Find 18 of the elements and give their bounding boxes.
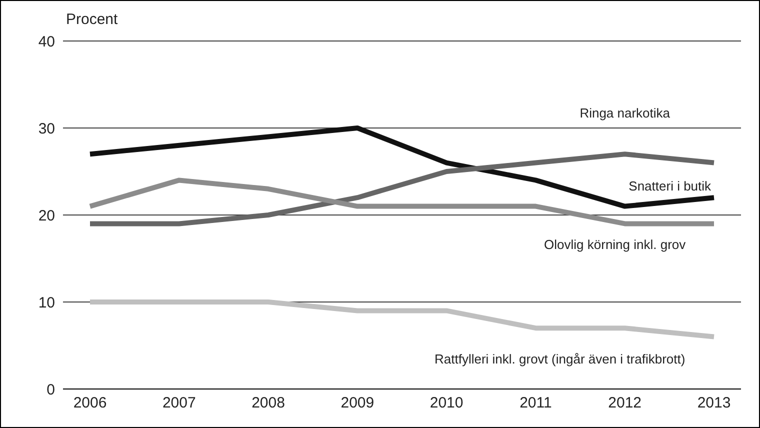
y-tick-label: 40 [38, 33, 55, 50]
x-tick-label: 2010 [430, 394, 464, 412]
x-tick-label: 2011 [520, 394, 552, 412]
x-tick-label: 2007 [162, 394, 196, 412]
y-tick-label: 0 [46, 381, 55, 398]
series-label: Rattfylleri inkl. grovt (ingår även i trafikbrott) [434, 352, 686, 367]
x-tick-label: 2009 [340, 394, 374, 412]
y-tick-label: 10 [38, 294, 55, 312]
x-tick-label: 2012 [608, 394, 642, 412]
text: Ringa narkotika [580, 106, 671, 121]
y-tick-label: 20 [38, 207, 55, 224]
x-tick-label: 2013 [697, 394, 731, 412]
x-tick-label: 2008 [252, 394, 285, 412]
y-axis-title: Procent [66, 11, 118, 28]
series-label: Olovlig körning inkl. grov [544, 237, 686, 252]
series-label: Snatteri i butik [628, 178, 712, 194]
y-tick-label: 30 [38, 120, 55, 138]
x-tick-label: 2006 [73, 394, 107, 412]
